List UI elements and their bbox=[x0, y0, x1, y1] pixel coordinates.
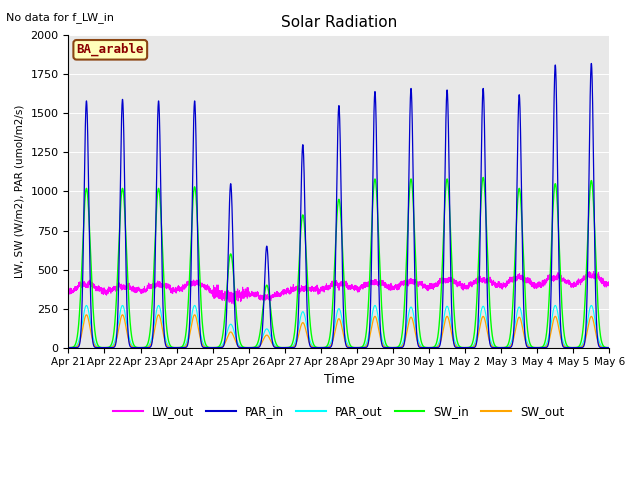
PAR_in bbox=[588, 60, 595, 66]
SW_out bbox=[99, 345, 107, 350]
PAR_in bbox=[99, 345, 107, 350]
PAR_in bbox=[301, 194, 308, 200]
PAR_out bbox=[251, 345, 259, 350]
SW_out bbox=[251, 345, 259, 350]
PAR_out bbox=[99, 345, 107, 350]
SW_in bbox=[184, 301, 192, 307]
Line: SW_out: SW_out bbox=[68, 315, 609, 348]
SW_in bbox=[78, 260, 86, 266]
PAR_in bbox=[65, 345, 72, 350]
LW_out bbox=[605, 284, 613, 289]
PAR_out bbox=[505, 344, 513, 349]
PAR_out bbox=[65, 345, 72, 350]
Text: BA_arable: BA_arable bbox=[77, 43, 144, 57]
SW_in bbox=[65, 345, 72, 350]
Text: No data for f_LW_in: No data for f_LW_in bbox=[6, 12, 115, 23]
PAR_in bbox=[78, 305, 86, 311]
LW_out bbox=[65, 288, 72, 293]
SW_in bbox=[301, 226, 308, 232]
X-axis label: Time: Time bbox=[323, 373, 355, 386]
SW_out bbox=[245, 345, 253, 350]
PAR_out bbox=[78, 323, 86, 328]
SW_in bbox=[99, 345, 107, 350]
PAR_out bbox=[605, 345, 613, 350]
Line: PAR_out: PAR_out bbox=[68, 305, 609, 348]
PAR_out bbox=[83, 302, 90, 308]
PAR_in bbox=[184, 339, 192, 345]
SW_in bbox=[605, 345, 613, 350]
LW_out bbox=[590, 268, 598, 274]
SW_out bbox=[505, 344, 513, 350]
SW_out bbox=[65, 345, 72, 350]
PAR_in bbox=[251, 345, 259, 350]
SW_out bbox=[78, 330, 86, 336]
LW_out bbox=[230, 301, 238, 307]
LW_out bbox=[78, 283, 86, 288]
LW_out bbox=[99, 287, 107, 293]
LW_out bbox=[505, 277, 513, 283]
SW_in bbox=[505, 340, 513, 346]
SW_out bbox=[301, 323, 308, 329]
Legend: LW_out, PAR_in, PAR_out, SW_in, SW_out: LW_out, PAR_in, PAR_out, SW_in, SW_out bbox=[109, 400, 569, 423]
PAR_in bbox=[505, 345, 513, 350]
Line: SW_in: SW_in bbox=[68, 178, 609, 348]
Line: PAR_in: PAR_in bbox=[68, 63, 609, 348]
Y-axis label: LW, SW (W/m2), PAR (umol/m2/s): LW, SW (W/m2), PAR (umol/m2/s) bbox=[15, 105, 25, 278]
SW_in bbox=[251, 344, 259, 350]
Title: Solar Radiation: Solar Radiation bbox=[281, 15, 397, 30]
PAR_out bbox=[245, 345, 253, 350]
SW_out bbox=[605, 345, 613, 350]
LW_out bbox=[301, 287, 308, 293]
LW_out bbox=[184, 279, 192, 285]
SW_out bbox=[83, 312, 90, 318]
SW_in bbox=[245, 345, 253, 350]
PAR_out bbox=[184, 333, 192, 339]
Line: LW_out: LW_out bbox=[68, 271, 609, 304]
PAR_out bbox=[301, 313, 308, 319]
SW_out bbox=[184, 338, 192, 344]
LW_out bbox=[251, 291, 259, 297]
SW_in bbox=[479, 175, 487, 180]
PAR_in bbox=[605, 345, 613, 350]
